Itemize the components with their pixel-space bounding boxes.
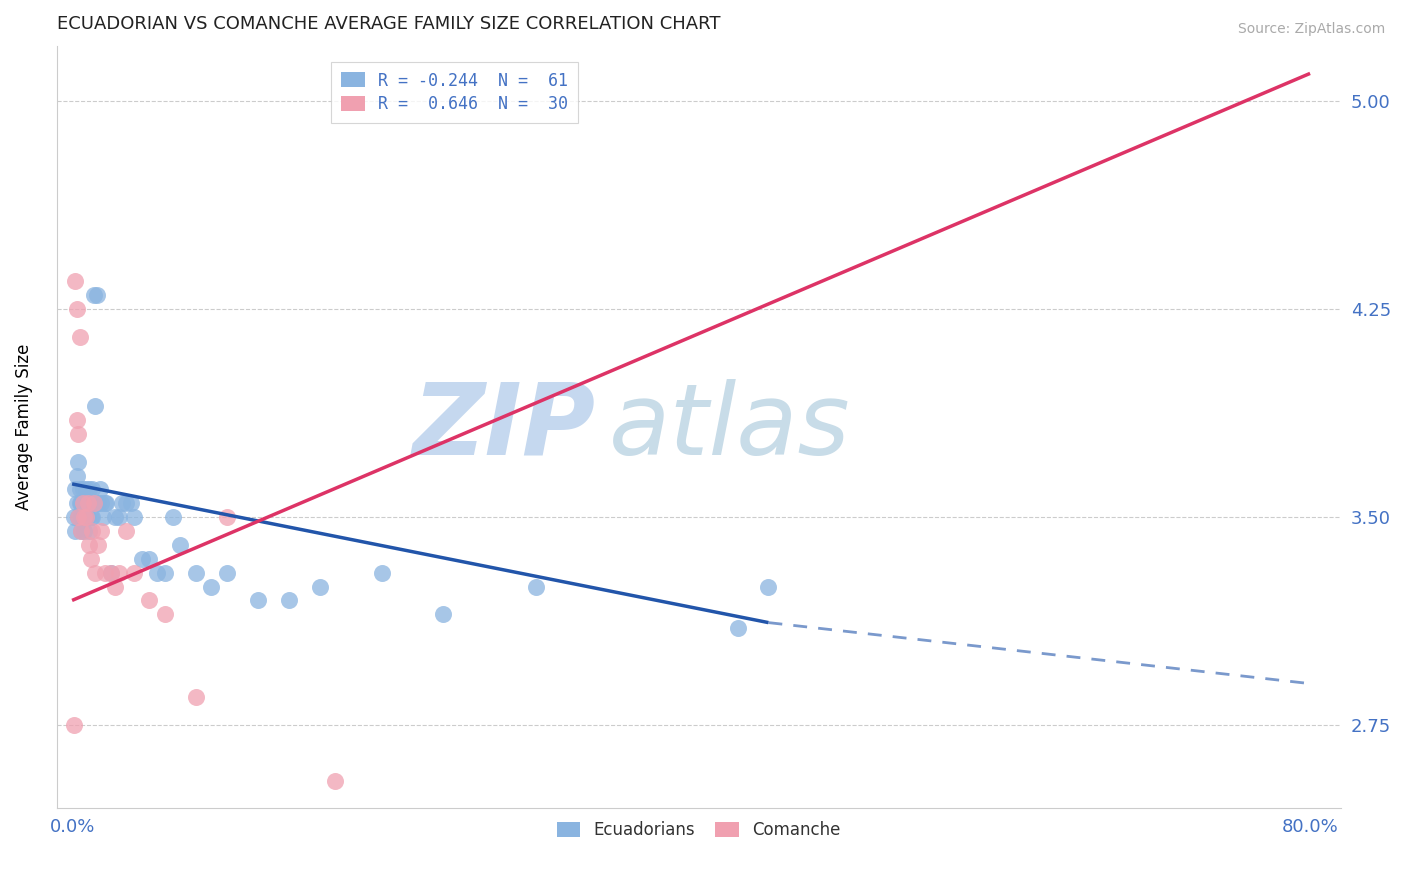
Point — [82, 524, 104, 538]
Point — [79, 551, 101, 566]
Point — [727, 621, 749, 635]
Point — [370, 566, 392, 580]
Point — [76, 496, 98, 510]
Point — [91, 510, 114, 524]
Point — [120, 496, 142, 510]
Point — [77, 483, 100, 497]
Point — [122, 510, 145, 524]
Point — [75, 496, 97, 510]
Point — [104, 580, 127, 594]
Point — [73, 510, 96, 524]
Point — [82, 483, 104, 497]
Legend: Ecuadorians, Comanche: Ecuadorians, Comanche — [551, 814, 848, 846]
Point — [138, 593, 160, 607]
Point — [67, 510, 90, 524]
Point — [84, 566, 107, 580]
Point — [70, 496, 93, 510]
Text: ZIP: ZIP — [413, 378, 596, 475]
Point — [184, 690, 207, 705]
Point — [82, 510, 104, 524]
Point — [67, 510, 90, 524]
Point — [90, 524, 112, 538]
Point — [215, 566, 238, 580]
Point — [84, 399, 107, 413]
Point — [153, 566, 176, 580]
Text: ECUADORIAN VS COMANCHE AVERAGE FAMILY SIZE CORRELATION CHART: ECUADORIAN VS COMANCHE AVERAGE FAMILY SI… — [56, 15, 720, 33]
Point — [69, 483, 91, 497]
Point — [62, 510, 84, 524]
Point — [162, 510, 184, 524]
Point — [73, 510, 96, 524]
Point — [246, 593, 269, 607]
Point — [72, 510, 94, 524]
Point — [76, 496, 98, 510]
Point — [70, 510, 93, 524]
Point — [524, 580, 547, 594]
Point — [62, 718, 84, 732]
Point — [131, 551, 153, 566]
Point — [758, 580, 780, 594]
Point — [67, 427, 90, 442]
Point — [87, 496, 110, 510]
Point — [75, 510, 97, 524]
Point — [122, 566, 145, 580]
Point — [86, 288, 108, 302]
Point — [69, 496, 91, 510]
Point — [79, 496, 101, 510]
Point — [75, 483, 97, 497]
Point — [200, 580, 222, 594]
Point — [153, 607, 176, 622]
Point — [76, 510, 98, 524]
Point — [138, 551, 160, 566]
Point — [70, 524, 93, 538]
Point — [215, 510, 238, 524]
Point — [63, 275, 86, 289]
Point — [146, 566, 169, 580]
Point — [107, 510, 129, 524]
Point — [100, 566, 122, 580]
Text: Source: ZipAtlas.com: Source: ZipAtlas.com — [1237, 22, 1385, 37]
Point — [69, 330, 91, 344]
Point — [72, 483, 94, 497]
Point — [323, 773, 346, 788]
Point — [432, 607, 454, 622]
Point — [66, 496, 89, 510]
Point — [184, 566, 207, 580]
Point — [308, 580, 330, 594]
Point — [79, 510, 101, 524]
Point — [94, 496, 117, 510]
Point — [93, 566, 115, 580]
Point — [67, 455, 90, 469]
Point — [72, 496, 94, 510]
Point — [63, 524, 86, 538]
Point — [66, 413, 89, 427]
Point — [90, 496, 112, 510]
Point — [100, 566, 122, 580]
Point — [104, 510, 127, 524]
Point — [93, 496, 115, 510]
Point — [277, 593, 299, 607]
Point — [89, 483, 111, 497]
Point — [70, 524, 93, 538]
Point — [110, 496, 132, 510]
Point — [77, 496, 100, 510]
Y-axis label: Average Family Size: Average Family Size — [15, 344, 32, 510]
Point — [73, 524, 96, 538]
Point — [66, 302, 89, 317]
Point — [169, 538, 191, 552]
Point — [107, 566, 129, 580]
Point — [115, 496, 138, 510]
Point — [77, 524, 100, 538]
Point — [72, 496, 94, 510]
Point — [66, 468, 89, 483]
Point — [77, 538, 100, 552]
Text: atlas: atlas — [609, 378, 851, 475]
Point — [63, 483, 86, 497]
Point — [83, 496, 105, 510]
Point — [87, 538, 110, 552]
Point — [115, 524, 138, 538]
Point — [83, 288, 105, 302]
